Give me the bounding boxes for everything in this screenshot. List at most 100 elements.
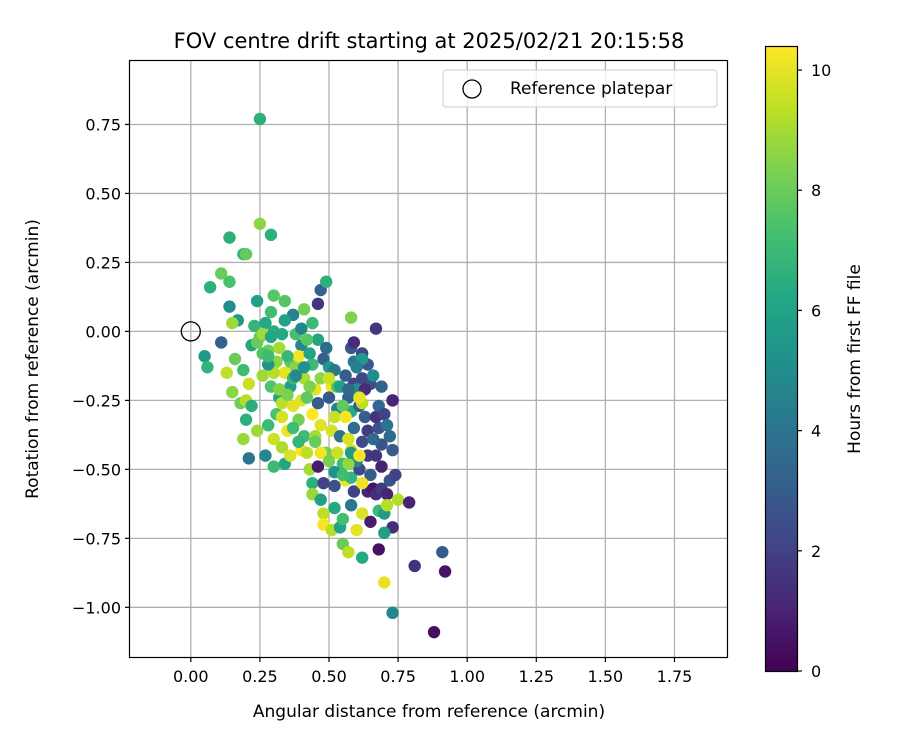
data-point xyxy=(364,468,377,482)
data-point xyxy=(261,419,275,432)
data-point xyxy=(336,468,350,482)
data-point xyxy=(380,419,394,432)
data-point xyxy=(380,499,394,512)
data-point xyxy=(322,454,336,468)
data-point xyxy=(328,479,341,493)
reference-marker-group xyxy=(180,321,201,342)
data-point xyxy=(237,363,250,377)
data-point xyxy=(289,369,303,382)
data-point xyxy=(311,396,325,410)
data-point xyxy=(375,460,388,473)
data-point xyxy=(226,316,239,330)
data-point xyxy=(303,347,316,360)
data-point xyxy=(264,305,278,319)
data-point xyxy=(320,341,333,355)
x-tick-label: 0.75 xyxy=(380,667,416,686)
data-point xyxy=(306,407,319,421)
data-point xyxy=(278,294,291,308)
data-point xyxy=(344,499,358,512)
data-point xyxy=(284,449,297,462)
reference-point-marker xyxy=(180,321,201,342)
data-point xyxy=(328,410,341,424)
data-point xyxy=(355,435,369,448)
data-point xyxy=(391,493,405,506)
data-point xyxy=(344,311,358,324)
data-point xyxy=(220,366,233,379)
data-point xyxy=(314,419,327,432)
data-point xyxy=(267,432,280,446)
y-tick-label: −1.00 xyxy=(72,598,121,617)
data-point xyxy=(355,476,369,490)
data-point xyxy=(303,380,316,393)
colorbar-tick-label: 6 xyxy=(811,301,821,320)
data-point xyxy=(386,443,399,457)
data-point xyxy=(256,369,269,382)
data-point xyxy=(314,493,327,506)
x-tick-label: 1.50 xyxy=(588,667,624,686)
data-point xyxy=(223,231,236,244)
data-point xyxy=(273,341,286,355)
data-point xyxy=(239,413,253,426)
colorbar-tick-label: 2 xyxy=(811,542,821,561)
data-points xyxy=(198,112,452,639)
data-point xyxy=(336,399,350,413)
x-tick-label: 0.00 xyxy=(173,667,209,686)
data-point xyxy=(339,369,352,382)
data-point xyxy=(253,217,267,230)
data-point xyxy=(353,449,366,462)
data-point xyxy=(350,361,363,374)
x-tick-label: 0.25 xyxy=(242,667,278,686)
colorbar-tick-label: 0 xyxy=(811,662,821,681)
data-point xyxy=(369,322,383,335)
data-point xyxy=(228,352,242,366)
data-point xyxy=(317,507,330,520)
data-point xyxy=(380,488,394,501)
data-point xyxy=(275,441,289,454)
data-point xyxy=(245,399,258,413)
data-point xyxy=(267,289,280,302)
data-point xyxy=(314,446,327,460)
data-point xyxy=(203,281,217,294)
data-point xyxy=(267,460,280,473)
data-point xyxy=(328,501,341,515)
data-point xyxy=(408,559,421,573)
data-point xyxy=(402,496,416,509)
data-point xyxy=(215,267,228,280)
data-point xyxy=(438,565,452,578)
data-point xyxy=(264,228,278,242)
chart-title: FOV centre drift starting at 2025/02/21 … xyxy=(174,29,685,53)
colorbar-label: Hours from first FF file xyxy=(845,264,865,454)
grid xyxy=(130,61,727,657)
data-point xyxy=(259,449,272,462)
data-point xyxy=(250,294,264,308)
colorbar-tick-label: 4 xyxy=(811,422,821,441)
data-point xyxy=(306,476,319,490)
x-tick-label: 1.00 xyxy=(449,667,485,686)
data-point xyxy=(350,523,363,537)
legend: Reference platepar xyxy=(442,69,718,108)
data-point xyxy=(436,545,449,559)
data-point xyxy=(339,410,352,424)
data-point xyxy=(239,247,253,261)
y-tick-label: −0.50 xyxy=(72,460,121,479)
data-point xyxy=(331,446,344,460)
data-point xyxy=(300,391,314,404)
data-point xyxy=(358,410,372,424)
x-axis-ticks: 0.00 0.25 0.50 0.75 1.00 1.25 1.50 1.75 xyxy=(173,657,692,686)
data-point xyxy=(355,507,369,520)
data-point xyxy=(300,333,314,346)
colorbar xyxy=(764,45,799,673)
data-point xyxy=(215,336,228,349)
y-tick-label: 0.00 xyxy=(85,322,121,341)
data-point xyxy=(367,369,380,382)
data-point xyxy=(311,297,325,311)
colorbar-tick-label: 8 xyxy=(811,181,821,200)
y-tick-label: −0.25 xyxy=(72,391,121,410)
data-point xyxy=(364,515,377,528)
data-point xyxy=(369,449,383,462)
data-point xyxy=(253,112,267,126)
data-point xyxy=(275,327,289,341)
data-point xyxy=(273,383,286,396)
data-point xyxy=(223,275,236,288)
data-point xyxy=(259,316,272,330)
